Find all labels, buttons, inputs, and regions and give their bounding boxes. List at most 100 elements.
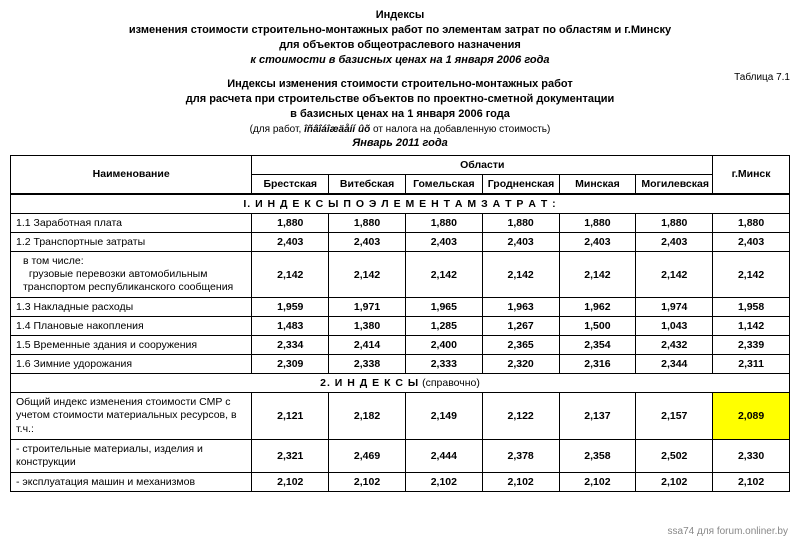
cell: 1,880 xyxy=(559,213,636,232)
cell: 2,316 xyxy=(559,355,636,374)
table-number: Таблица 7.1 xyxy=(734,71,790,85)
cell: 1,880 xyxy=(329,213,406,232)
cell: 2,365 xyxy=(482,336,559,355)
cell: 2,338 xyxy=(329,355,406,374)
cell: 1,958 xyxy=(713,298,790,317)
cell: 1,962 xyxy=(559,298,636,317)
cell: 2,309 xyxy=(252,355,329,374)
title-line-4: к стоимости в базисных ценах на 1 января… xyxy=(10,53,790,68)
index-table: Наименование Области г.Минск Брестская В… xyxy=(10,155,790,492)
cell: 2,142 xyxy=(559,251,636,297)
cell: 1,380 xyxy=(329,317,406,336)
cell: 1,971 xyxy=(329,298,406,317)
row-materials: - строительные материалы, изделия и конс… xyxy=(11,439,790,472)
cell: 2,311 xyxy=(713,355,790,374)
cell: 1,974 xyxy=(636,298,713,317)
row-general-index: Общий индекс изменения стоимости СМР с у… xyxy=(11,393,790,439)
sub-line-1: в том числе: xyxy=(23,255,84,267)
subtitle-line-3: в базисных ценах на 1 января 2006 года xyxy=(10,107,790,122)
cell: 1,500 xyxy=(559,317,636,336)
col-region-4: Минская xyxy=(559,174,636,194)
cell: 2,432 xyxy=(636,336,713,355)
cell: 2,149 xyxy=(405,393,482,439)
cell: 2,102 xyxy=(713,472,790,491)
cell: 2,122 xyxy=(482,393,559,439)
col-minsk-header: г.Минск xyxy=(713,155,790,194)
cell: 2,403 xyxy=(405,232,482,251)
cell: 2,333 xyxy=(405,355,482,374)
row-label: - строительные материалы, изделия и конс… xyxy=(11,439,252,472)
cell: 2,400 xyxy=(405,336,482,355)
row-label: 1.5 Временные здания и сооружения xyxy=(11,336,252,355)
main-title: Индексы изменения стоимости строительно-… xyxy=(10,8,790,67)
col-group-header: Области xyxy=(252,155,713,174)
cell: 2,102 xyxy=(405,472,482,491)
sub-line-2: грузовые перевозки автомобильнымтранспор… xyxy=(23,268,233,293)
title-line-2: изменения стоимости строительно-монтажны… xyxy=(10,23,790,38)
cell: 2,182 xyxy=(329,393,406,439)
watermark: ssa74 для forum.onliner.by xyxy=(666,526,790,537)
row-temp-buildings: 1.5 Временные здания и сооружения 2,334 … xyxy=(11,336,790,355)
row-label: - эксплуатация машин и механизмов xyxy=(11,472,252,491)
cell: 2,469 xyxy=(329,439,406,472)
section-1-title: I. И Н Д Е К С Ы П О Э Л Е М Е Н Т А М З… xyxy=(11,194,790,214)
row-label: 1.6 Зимние удорожания xyxy=(11,355,252,374)
period-line: Январь 2011 года xyxy=(10,137,790,149)
cell: 2,142 xyxy=(636,251,713,297)
cell: 1,483 xyxy=(252,317,329,336)
cell: 2,142 xyxy=(482,251,559,297)
row-transport-sub: в том числе: грузовые перевозки автомоби… xyxy=(11,251,790,297)
col-region-1: Витебская xyxy=(329,174,406,194)
section-2-main: 2. И Н Д Е К С Ы xyxy=(320,377,419,389)
cell: 2,142 xyxy=(252,251,329,297)
row-overhead: 1.3 Накладные расходы 1,959 1,971 1,965 … xyxy=(11,298,790,317)
cell: 2,403 xyxy=(559,232,636,251)
note-garbled: îñâîáîæäåíí ûõ xyxy=(304,124,370,135)
row-label: 1.1 Заработная плата xyxy=(11,213,252,232)
subtitle-line-1: Индексы изменения стоимости строительно-… xyxy=(10,77,790,92)
cell-highlight: 2,089 xyxy=(713,393,790,439)
cell: 2,403 xyxy=(713,232,790,251)
col-region-3: Гродненская xyxy=(482,174,559,194)
cell: 2,102 xyxy=(482,472,559,491)
subtitle-line-2: для расчета при строительстве объектов п… xyxy=(10,92,790,107)
cell: 2,344 xyxy=(636,355,713,374)
cell: 1,142 xyxy=(713,317,790,336)
cell: 1,963 xyxy=(482,298,559,317)
cell: 2,121 xyxy=(252,393,329,439)
cell: 2,403 xyxy=(636,232,713,251)
title-line-3: для объектов общеотраслевого назначения xyxy=(10,38,790,53)
cell: 2,102 xyxy=(252,472,329,491)
note-suffix: от налога на добавленную стоимость) xyxy=(370,124,550,135)
cell: 2,102 xyxy=(329,472,406,491)
col-region-2: Гомельская xyxy=(405,174,482,194)
cell: 2,414 xyxy=(329,336,406,355)
note-prefix: (для работ, xyxy=(250,124,304,135)
row-winter: 1.6 Зимние удорожания 2,309 2,338 2,333 … xyxy=(11,355,790,374)
row-label: в том числе: грузовые перевозки автомоби… xyxy=(11,251,252,297)
row-label: 1.3 Накладные расходы xyxy=(11,298,252,317)
cell: 1,043 xyxy=(636,317,713,336)
cell: 2,444 xyxy=(405,439,482,472)
row-label: Общий индекс изменения стоимости СМР с у… xyxy=(11,393,252,439)
cell: 1,267 xyxy=(482,317,559,336)
section-1-header: I. И Н Д Е К С Ы П О Э Л Е М Е Н Т А М З… xyxy=(11,194,790,214)
cell: 2,320 xyxy=(482,355,559,374)
section-2-header: 2. И Н Д Е К С Ы (справочно) xyxy=(11,374,790,393)
title-line-1: Индексы xyxy=(10,8,790,23)
cell: 2,354 xyxy=(559,336,636,355)
cell: 2,403 xyxy=(329,232,406,251)
section-2-note: (справочно) xyxy=(419,377,480,389)
cell: 1,959 xyxy=(252,298,329,317)
cell: 2,102 xyxy=(559,472,636,491)
cell: 1,880 xyxy=(482,213,559,232)
subtitle-block: Таблица 7.1 Индексы изменения стоимости … xyxy=(10,77,790,122)
cell: 2,378 xyxy=(482,439,559,472)
row-wages: 1.1 Заработная плата 1,880 1,880 1,880 1… xyxy=(11,213,790,232)
cell: 2,403 xyxy=(252,232,329,251)
cell: 2,358 xyxy=(559,439,636,472)
col-region-0: Брестская xyxy=(252,174,329,194)
row-transport: 1.2 Транспортные затраты 2,403 2,403 2,4… xyxy=(11,232,790,251)
cell: 2,142 xyxy=(329,251,406,297)
cell: 2,334 xyxy=(252,336,329,355)
